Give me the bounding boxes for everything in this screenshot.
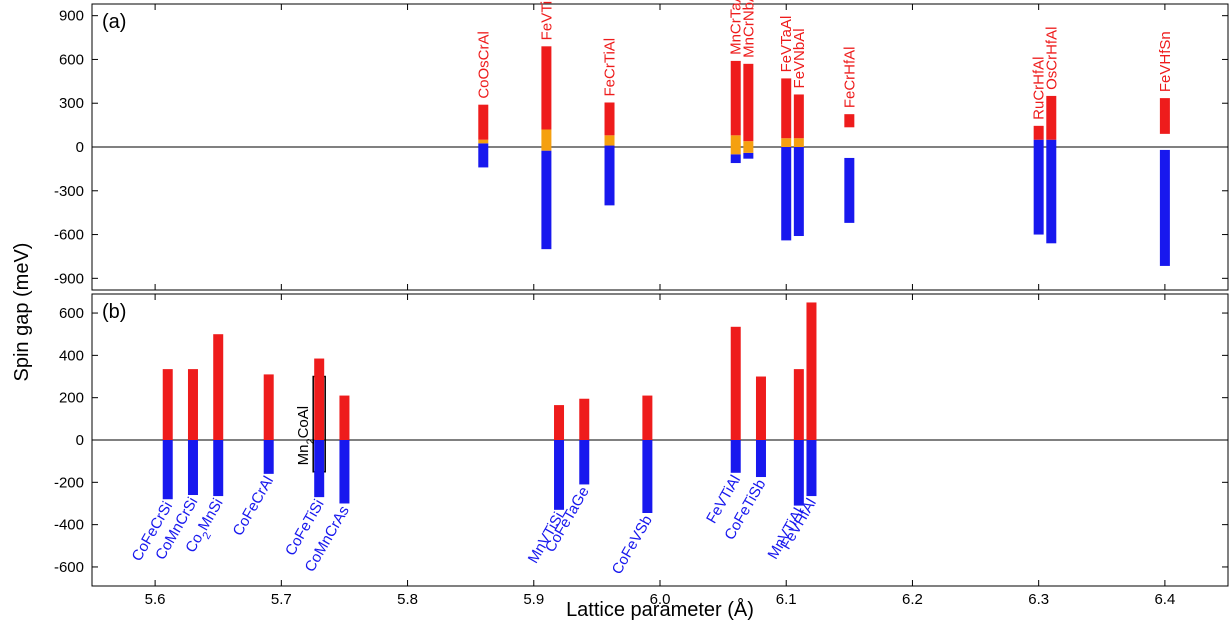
bar-overlap-fevtaal <box>781 138 792 147</box>
bar-minority-mnvtial <box>793 440 804 506</box>
bar-majority-fecrtial <box>604 102 615 136</box>
bar-majority-fecrhfal <box>844 114 855 128</box>
bar-minority-comncras <box>339 440 350 504</box>
bar-minority-cooscral <box>478 143 489 168</box>
bar-majority-fevnbal <box>793 94 804 139</box>
y-tick-label: -300 <box>54 183 84 200</box>
bar-minority-fevtisi <box>541 150 552 250</box>
bar-minority-cofecrsi <box>162 440 173 500</box>
bar-minority-cofevsb <box>642 440 653 513</box>
panel-tag: (b) <box>102 301 126 323</box>
x-tick-label: 6.4 <box>1154 591 1175 608</box>
x-axis-title: Lattice parameter (Å) <box>566 598 754 621</box>
panel-a: -900 -600 -300 0 300 600 900 (a) CoOsCrAl FeVTiSi… <box>54 0 1229 291</box>
compound-label-oscrhfal: OsCrHfAl <box>1043 27 1060 90</box>
bar-overlap-fevtisi <box>541 129 552 151</box>
bar-majority-mnvtial <box>793 369 804 440</box>
bar-majority-fevtial <box>730 326 741 440</box>
bar-minority-mncrnbal <box>743 152 754 159</box>
bar-majority-mncrnbal <box>743 63 754 142</box>
bar-majority-fevhfal <box>806 302 817 440</box>
bar-majority-rucrhfal <box>1033 125 1044 140</box>
bar-majority-co2mnsi <box>213 334 224 440</box>
y-tick-label: 600 <box>59 305 84 322</box>
y-tick-label: 400 <box>59 347 84 364</box>
y-tick-label: -900 <box>54 270 84 287</box>
compound-label-cofecral: CoFeCrAl <box>230 473 278 539</box>
bar-minority-cofetisb <box>755 440 766 478</box>
x-tick-label: 6.3 <box>1028 591 1049 608</box>
y-tick-label: 0 <box>76 139 84 156</box>
compound-label-fecrtial: FeCrTiAl <box>602 38 619 97</box>
y-axis-title: Spin gap (meV) <box>11 243 33 382</box>
bar-overlap-cooscral <box>478 139 489 144</box>
x-tick-label: 5.9 <box>523 591 544 608</box>
compound-label-rucrhfal: RuCrHfAl <box>1031 56 1048 119</box>
x-tick-label: 5.8 <box>397 591 418 608</box>
reference-label-mn2coal: Mn2CoAl <box>295 406 317 465</box>
y-tick-label: -600 <box>54 227 84 244</box>
bar-majority-cofecral <box>263 374 274 440</box>
x-tick-label: 5.6 <box>145 591 166 608</box>
bar-minority-fevtaal <box>781 147 792 241</box>
compound-label-fevhfsn: FeVHfSn <box>1157 31 1174 92</box>
compound-label-mncrnbal: MnCrNbAl <box>740 0 757 58</box>
y-tick-label: -200 <box>54 474 84 491</box>
bar-majority-cofetage <box>579 398 590 440</box>
x-tick-label: 6.1 <box>776 591 797 608</box>
bar-majority-fevtaal <box>781 78 792 139</box>
compound-label-fevtaal: FeVTaAl <box>778 16 795 73</box>
bar-minority-fevnbal <box>793 147 804 237</box>
bar-majority-mnvtisi <box>554 405 565 440</box>
bar-minority-co2mnsi <box>213 440 224 497</box>
panel-b: -600 -400 -200 0 200 400 600 5.6 5.7 5.8 5.9 6.0 6.1… <box>54 293 1229 608</box>
y-tick-label: 200 <box>59 390 84 407</box>
bar-majority-comncras <box>339 395 350 440</box>
y-tick-label: 900 <box>59 8 84 25</box>
bar-minority-cofetage <box>579 440 590 485</box>
bar-majority-cooscral <box>478 104 489 140</box>
bar-minority-fecrtial <box>604 145 615 206</box>
bar-majority-cofevsb <box>642 395 653 440</box>
bar-minority-cofecral <box>263 440 274 474</box>
bar-minority-fevtial <box>730 440 741 473</box>
bar-minority-oscrhfal <box>1046 139 1057 244</box>
bar-majority-fevtisi <box>541 46 552 130</box>
bar-majority-oscrhfal <box>1046 95 1057 140</box>
bar-majority-cofecrsi <box>162 369 173 440</box>
x-tick-label: 6.2 <box>902 591 923 608</box>
bar-minority-fevhfsn <box>1159 149 1170 266</box>
y-tick-label: 0 <box>76 432 84 449</box>
bar-minority-cofetisi <box>314 440 325 498</box>
bar-minority-rucrhfal <box>1033 139 1044 235</box>
bar-overlap-mncrnbal <box>743 141 754 153</box>
bar-majority-fevhfsn <box>1159 98 1170 134</box>
compound-label-cooscral: CoOsCrAl <box>475 31 492 99</box>
bar-minority-mncrtaal <box>730 154 741 164</box>
x-tick-label: 6.0 <box>650 591 671 608</box>
bar-overlap-fecrtial <box>604 135 615 146</box>
bar-minority-comncrsi <box>187 440 198 496</box>
bar-minority-fecrhfal <box>844 157 855 223</box>
bar-majority-comncrsi <box>187 369 198 440</box>
bar-overlap-mncrtaal <box>730 135 741 155</box>
bar-overlap-fevnbal <box>793 138 804 147</box>
y-tick-label: -400 <box>54 517 84 534</box>
panel-tag: (a) <box>102 11 126 33</box>
compound-label-fevnbal: FeVNbAl <box>791 28 808 88</box>
compound-label-fecrhfal: FeCrHfAl <box>841 46 858 108</box>
bar-majority-cofetisb <box>755 376 766 440</box>
bar-majority-mncrtaal <box>730 60 741 136</box>
x-tick-label: 5.7 <box>271 591 292 608</box>
y-tick-label: -600 <box>54 559 84 576</box>
bar-minority-mnvtisi <box>554 440 565 510</box>
bar-majority-cofetisi <box>314 358 325 440</box>
bar-minority-fevhfal <box>806 440 817 497</box>
compound-label-fevtisi: FeVTiSi <box>538 0 555 40</box>
compound-label-mncrtaal: MnCrTaAl <box>728 0 745 55</box>
y-tick-label: 600 <box>59 51 84 68</box>
y-tick-label: 300 <box>59 95 84 112</box>
compound-label-cofevsb: CoFeVSb <box>609 513 656 578</box>
